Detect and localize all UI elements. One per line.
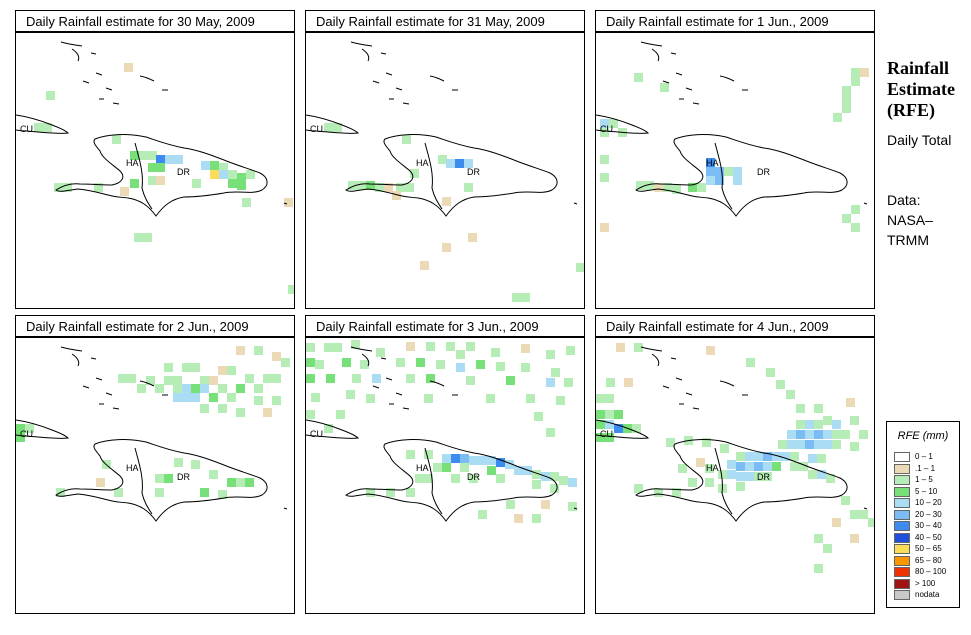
- legend-swatch: [894, 521, 910, 531]
- rainfall-map-31-may: CU HA DR: [305, 32, 585, 309]
- map-label-dominican-republic: DR: [467, 472, 480, 482]
- rainfall-map-4-jun: CU HA DR: [595, 337, 875, 614]
- legend-swatch: [894, 498, 910, 508]
- legend-label: 5 – 10: [915, 486, 938, 496]
- legend-entry: 40 – 50: [894, 532, 956, 544]
- rainfall-map-1-jun: CU HA DR: [595, 32, 875, 309]
- legend-label: 80 – 100: [915, 567, 947, 576]
- panel-title-4-jun: Daily Rainfall estimate for 4 Jun., 2009: [595, 315, 875, 337]
- coastlines: [16, 346, 288, 522]
- legend-label: 0 – 1: [915, 452, 933, 461]
- map-label-cuba: CU: [20, 429, 33, 439]
- map-label-haiti: HA: [126, 158, 139, 168]
- map-label-cuba: CU: [310, 429, 323, 439]
- legend-entry: 20 – 30: [894, 509, 956, 521]
- map-label-dominican-republic: DR: [177, 167, 190, 177]
- legend-swatch: [894, 475, 910, 485]
- panel-title-30-may: Daily Rainfall estimate for 30 May, 2009: [15, 10, 295, 32]
- map-label-haiti: HA: [706, 463, 719, 473]
- coastlines: [306, 41, 578, 217]
- map-label-haiti: HA: [416, 463, 429, 473]
- legend-label: 50 – 65: [915, 544, 942, 553]
- legend-label: 30 – 40: [915, 521, 942, 530]
- map-label-cuba: CU: [600, 429, 613, 439]
- side-source: NASA–TRMM: [887, 212, 933, 248]
- legend-label: 10 – 20: [915, 498, 942, 507]
- legend-label: 65 – 80: [915, 555, 942, 565]
- rainfall-map-2-jun: CU HA DR: [15, 337, 295, 614]
- legend-entry: 30 – 40: [894, 521, 956, 532]
- rfe-legend: RFE (mm) 0 – 1 .1 – 1 1 – 5 5 – 10 10 – 20 20…: [886, 421, 960, 608]
- rainfall-map-30-may: CU HA DR: [15, 32, 295, 309]
- rain-cells: [34, 63, 294, 294]
- legend-swatch: [894, 544, 910, 554]
- legend-entry: .1 – 1: [894, 463, 956, 475]
- legend-entry: 1 – 5: [894, 475, 956, 486]
- rainfall-map-3-jun: CU HA DR: [305, 337, 585, 614]
- legend-entry: 50 – 65: [894, 544, 956, 555]
- legend-entry: > 100: [894, 578, 956, 590]
- panel-title-3-jun: Daily Rainfall estimate for 3 Jun., 2009: [305, 315, 585, 337]
- map-label-cuba: CU: [310, 124, 323, 134]
- legend-entry: nodata: [894, 590, 956, 601]
- map-label-dominican-republic: DR: [467, 167, 480, 177]
- legend-swatch: [894, 463, 910, 474]
- rain-cells: [600, 68, 869, 232]
- legend-swatch: [894, 555, 910, 566]
- legend-entry: 10 – 20: [894, 498, 956, 509]
- rain-cells: [596, 343, 874, 573]
- map-label-dominican-republic: DR: [757, 167, 770, 177]
- legend-label: > 100: [915, 578, 936, 588]
- legend-entry: 65 – 80: [894, 555, 956, 567]
- legend-entry: 5 – 10: [894, 486, 956, 498]
- legend-swatch: [894, 452, 910, 462]
- map-label-haiti: HA: [126, 463, 139, 473]
- legend-label: .1 – 1: [915, 463, 936, 473]
- rain-cells: [324, 123, 584, 302]
- coastlines: [16, 41, 288, 217]
- legend-label: 1 – 5: [915, 475, 933, 484]
- legend-swatch: [894, 532, 910, 543]
- legend-label: 40 – 50: [915, 532, 942, 542]
- side-period: Daily Total: [887, 132, 952, 148]
- map-label-dominican-republic: DR: [177, 472, 190, 482]
- panel-title-1-jun: Daily Rainfall estimate for 1 Jun., 2009: [595, 10, 875, 32]
- map-label-haiti: HA: [706, 158, 719, 168]
- legend-label: nodata: [915, 590, 940, 599]
- map-label-dominican-republic: DR: [757, 472, 770, 482]
- legend-entry: 80 – 100: [894, 567, 956, 578]
- legend-title: RFE (mm): [897, 430, 949, 442]
- legend-label: 20 – 30: [915, 509, 942, 519]
- rain-cells: [16, 346, 290, 499]
- panel-title-31-may: Daily Rainfall estimate for 31 May, 2009: [305, 10, 585, 32]
- legend-swatch: [894, 486, 910, 497]
- panel-title-2-jun: Daily Rainfall estimate for 2 Jun., 2009: [15, 315, 295, 337]
- coastlines: [596, 346, 868, 522]
- legend-swatch: [894, 509, 910, 520]
- coastlines: [596, 41, 868, 217]
- side-source-label: Data:: [887, 192, 921, 208]
- map-label-cuba: CU: [20, 124, 33, 134]
- legend-swatch: [894, 578, 910, 589]
- legend-swatch: [894, 590, 910, 600]
- legend-swatch: [894, 567, 910, 577]
- map-label-haiti: HA: [416, 158, 429, 168]
- legend-entry: 0 – 1: [894, 452, 956, 463]
- rain-cells: [306, 340, 577, 523]
- coastlines: [306, 346, 578, 522]
- map-label-cuba: CU: [600, 124, 613, 134]
- side-title: Rainfall Estimate (RFE): [887, 58, 955, 120]
